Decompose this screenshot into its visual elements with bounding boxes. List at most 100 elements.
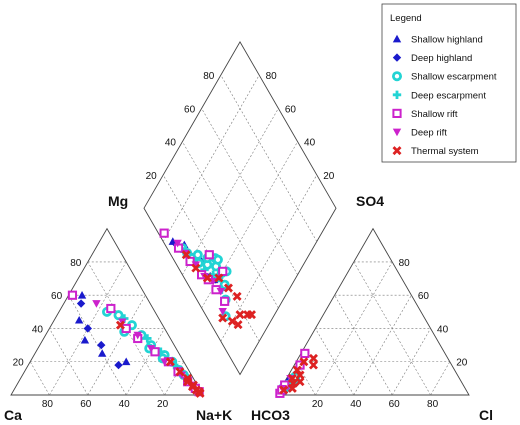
legend-title: Legend xyxy=(390,13,422,24)
tick-label-cl: 60 xyxy=(389,399,401,410)
diamond-grid-line xyxy=(182,141,279,309)
cation-point-deep-rift xyxy=(160,358,169,366)
diamond-point-thermal-system xyxy=(214,273,224,283)
legend-marker-shallow-highland xyxy=(392,34,402,43)
diamond-grid-line xyxy=(220,174,318,342)
cation-point-shallow-highland xyxy=(77,291,87,299)
cation-point-thermal-system xyxy=(183,373,193,383)
diamond-point-deep-rift xyxy=(173,239,182,248)
cation-point-deep-highland xyxy=(97,340,106,350)
diamond-point-thermal-system xyxy=(223,283,233,293)
anion-grid-line xyxy=(353,295,412,396)
legend-marker-shallow-rift xyxy=(392,108,402,119)
axis-label-hco3: HCO3 xyxy=(251,407,290,423)
legend: Legend Shallow highland Deep highland Shal… xyxy=(381,3,517,163)
central-diamond xyxy=(143,40,337,376)
diamond-point-thermal-system xyxy=(227,316,237,326)
cation-grid-line xyxy=(125,328,165,396)
legend-label-shallow-rift: Shallow rift xyxy=(411,109,458,120)
diamond-point-thermal-system xyxy=(202,273,212,283)
tick-label-diamond-left: 20 xyxy=(146,171,158,182)
anion-point-thermal-system xyxy=(295,377,305,387)
diamond-point-thermal-system xyxy=(218,313,228,323)
diamond-point-shallow-rift xyxy=(204,250,214,260)
anion-grid-line xyxy=(315,328,355,396)
diagram-frames xyxy=(10,40,470,396)
tick-label-mg: 80 xyxy=(70,258,82,269)
anion-point-thermal-system xyxy=(279,385,289,395)
anion-point-shallow-rift xyxy=(300,348,310,359)
cation-point-shallow-rift xyxy=(67,290,78,300)
tick-label-so4: 60 xyxy=(418,291,430,302)
diamond-point-thermal-system xyxy=(235,310,245,320)
diamond-point-shallow-rift xyxy=(218,266,228,276)
tick-label-diamond-right: 60 xyxy=(285,104,297,115)
tick-label-so4: 40 xyxy=(437,324,449,335)
tick-label-so4: 80 xyxy=(399,258,411,269)
axis-label-so4: SO4 xyxy=(356,193,384,209)
cation-point-deep-rift xyxy=(146,345,156,353)
axis-label-na-k: Na+K xyxy=(196,407,232,423)
anion-grid-line xyxy=(334,295,393,396)
cation-point-deep-highland xyxy=(76,299,86,308)
cation-point-deep-highland xyxy=(114,360,123,370)
axis-label-mg: Mg xyxy=(108,193,128,209)
anion-point-thermal-system xyxy=(308,360,318,370)
legend-label-deep-escarpment: Deep escarpment xyxy=(411,90,486,101)
diamond-point-thermal-system xyxy=(233,320,243,330)
tick-label-diamond-right: 40 xyxy=(304,138,316,149)
cation-point-shallow-highland xyxy=(74,315,84,324)
tick-label-ca: 20 xyxy=(157,399,169,410)
tick-label-cl: 80 xyxy=(427,399,439,410)
legend-box xyxy=(381,3,517,163)
cation-point-deep-rift xyxy=(92,300,101,308)
legend-label-shallow-escarpment: Shallow escarpment xyxy=(411,72,497,83)
tick-label-cl: 20 xyxy=(312,399,324,410)
tick-label-so4: 20 xyxy=(456,358,468,369)
legend-marker-shallow-escarpment xyxy=(391,71,402,82)
tick-label-ca: 80 xyxy=(42,399,54,410)
cation-point-thermal-system xyxy=(188,380,198,390)
legend-marker-deep-highland xyxy=(392,53,402,62)
diamond-point-thermal-system xyxy=(181,250,191,260)
tick-label-mg: 60 xyxy=(51,291,63,302)
cation-point-thermal-system xyxy=(115,320,125,330)
legend-label-deep-rift: Deep rift xyxy=(411,128,447,139)
legend-marker-deep-escarpment xyxy=(392,90,402,99)
diamond-point-thermal-system xyxy=(191,263,201,273)
diamond-point-thermal-system xyxy=(232,291,242,301)
cation-point-deep-escarpment xyxy=(143,334,152,343)
cation-grid-line xyxy=(87,295,146,396)
legend-marker-thermal-system xyxy=(392,146,402,156)
anion-grid-line xyxy=(391,328,431,396)
cation-point-shallow-highland xyxy=(98,349,107,357)
cation-point-shallow-highland xyxy=(122,357,131,366)
cation-point-thermal-system xyxy=(195,388,205,398)
cation-grid-line xyxy=(29,361,50,396)
anion-triangle xyxy=(276,227,470,396)
cation-point-thermal-system xyxy=(175,367,185,377)
anion-point-thermal-system xyxy=(299,357,309,367)
cation-point-deep-rift xyxy=(133,331,142,340)
tick-label-diamond-left: 40 xyxy=(165,138,177,149)
diamond-grid-line xyxy=(162,75,260,242)
legend-label-deep-highland: Deep highland xyxy=(411,53,472,64)
diamond-point-shallow-rift xyxy=(220,296,230,306)
tick-label-diamond-left: 60 xyxy=(184,104,196,115)
tick-labels: 20 40 60 80 80 60 40 20 20 40 60 80 20 40 60 80 20 40 60 80… xyxy=(13,71,468,410)
tick-label-mg: 20 xyxy=(13,358,25,369)
diamond-grid-line xyxy=(220,75,318,242)
cation-point-thermal-system xyxy=(165,357,175,367)
anion-point-thermal-system xyxy=(295,370,305,380)
tick-label-diamond-left: 80 xyxy=(203,71,215,82)
data-points xyxy=(67,228,318,398)
diamond-point-thermal-system xyxy=(247,310,257,320)
tick-label-diamond-right: 80 xyxy=(266,71,278,82)
cation-point-deep-highland xyxy=(83,324,92,333)
tick-label-ca: 40 xyxy=(119,399,131,410)
anion-grid-line xyxy=(353,261,431,396)
cation-grid-line xyxy=(49,328,89,396)
cation-point-shallow-highland xyxy=(80,335,90,344)
legend-label-shallow-highland: Shallow highland xyxy=(411,35,483,46)
legend-label-thermal-system: Thermal system xyxy=(411,146,479,157)
